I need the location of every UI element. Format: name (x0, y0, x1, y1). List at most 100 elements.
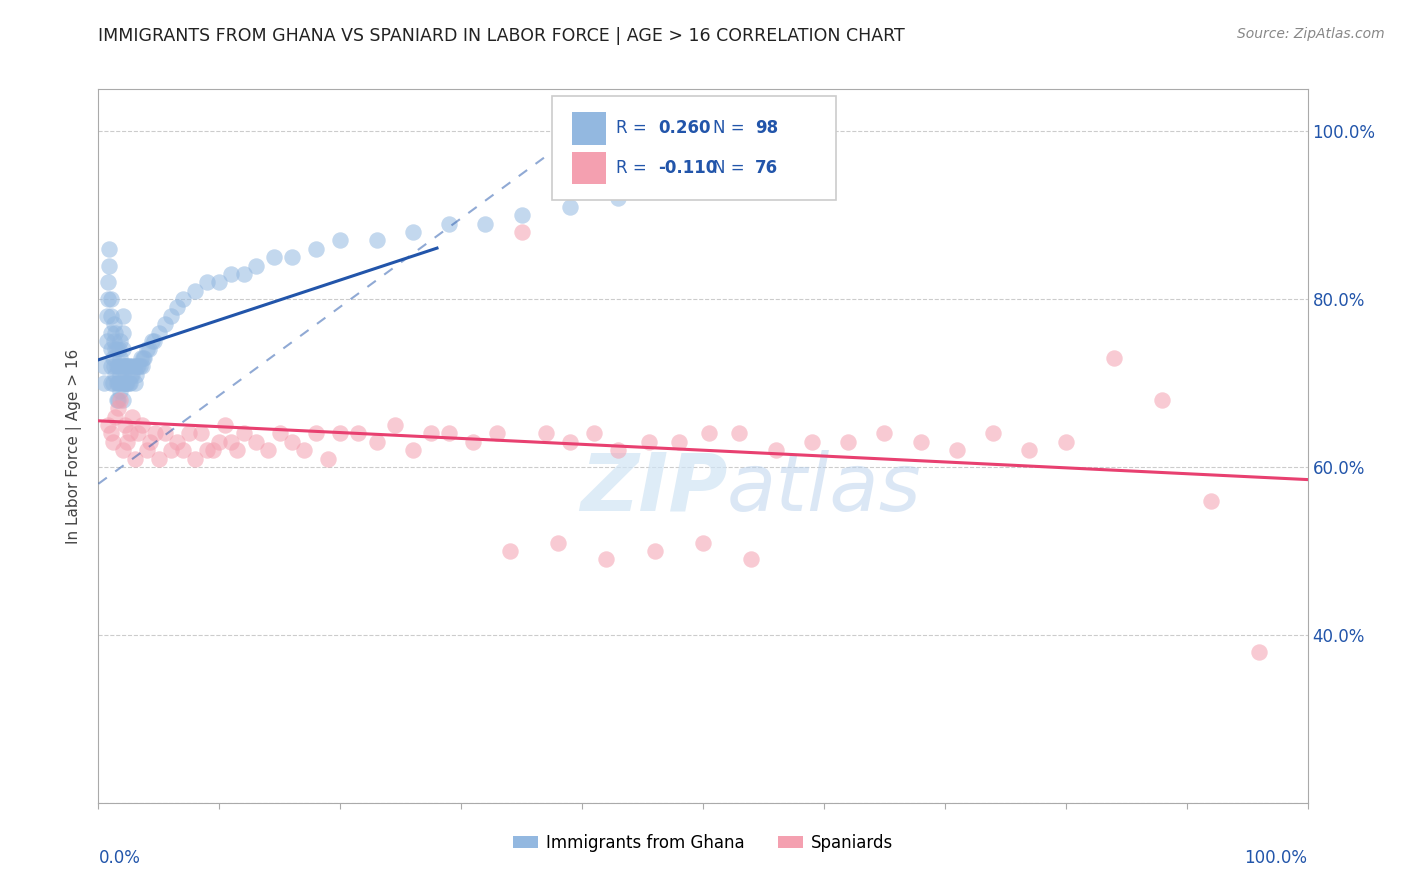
Point (366, 233, 388, 247)
Text: 0.260: 0.260 (658, 120, 711, 137)
Point (221, 267, 243, 281)
Point (100, 326, 122, 340)
Point (208, 275, 231, 289)
Point (100, 359, 122, 374)
Text: 76: 76 (755, 159, 778, 177)
Point (105, 359, 128, 374)
Text: ZIP: ZIP (579, 450, 727, 528)
Point (1199, 493, 1222, 508)
Text: N =: N = (713, 159, 749, 177)
Point (114, 376, 136, 390)
Point (668, 434, 690, 449)
Point (96, 309, 118, 323)
Point (118, 426, 141, 441)
Point (281, 250, 304, 264)
Point (981, 426, 1004, 441)
Point (101, 376, 124, 390)
Point (117, 434, 139, 449)
Point (153, 426, 176, 441)
Point (108, 392, 131, 407)
Legend: Immigrants from Ghana, Spaniards: Immigrants from Ghana, Spaniards (506, 828, 900, 859)
Point (263, 250, 285, 264)
Point (132, 351, 155, 365)
Point (728, 175, 751, 189)
Point (179, 426, 201, 441)
FancyBboxPatch shape (551, 96, 837, 200)
Point (120, 368, 142, 382)
Point (668, 183, 690, 197)
Point (184, 451, 207, 466)
Point (127, 359, 149, 374)
Point (256, 443, 278, 458)
Point (111, 443, 134, 458)
Point (100, 343, 122, 357)
Point (112, 376, 135, 390)
Point (329, 233, 352, 247)
Point (97, 275, 120, 289)
Point (498, 544, 520, 558)
Point (124, 376, 146, 390)
Point (292, 443, 315, 458)
Point (800, 434, 823, 449)
Point (104, 409, 127, 424)
Point (740, 552, 762, 566)
Point (118, 359, 141, 374)
Point (148, 451, 170, 466)
Point (103, 359, 125, 374)
Point (111, 343, 134, 357)
Point (143, 334, 166, 348)
Point (100, 292, 122, 306)
Point (97, 292, 120, 306)
Point (172, 443, 194, 458)
Point (108, 351, 131, 365)
Point (100, 376, 122, 390)
Point (437, 426, 460, 441)
Text: R =: R = (616, 120, 652, 137)
Point (141, 334, 163, 348)
Point (108, 334, 131, 348)
Point (111, 309, 134, 323)
Point (108, 384, 131, 399)
Point (135, 343, 157, 357)
Point (329, 426, 352, 441)
Point (692, 535, 714, 549)
Point (97, 417, 120, 432)
Point (134, 351, 156, 365)
Point (305, 242, 328, 256)
Point (153, 318, 176, 332)
Point (114, 359, 136, 374)
Text: atlas: atlas (727, 450, 922, 528)
Point (510, 208, 533, 222)
Point (420, 426, 443, 441)
Point (121, 409, 143, 424)
Point (104, 368, 127, 382)
Point (108, 359, 131, 374)
Point (122, 359, 145, 374)
Point (595, 552, 617, 566)
Point (148, 326, 170, 340)
Point (101, 434, 124, 449)
Point (100, 426, 122, 441)
Point (402, 225, 425, 239)
Point (138, 343, 160, 357)
Point (873, 426, 896, 441)
Point (195, 443, 218, 458)
Point (127, 359, 149, 374)
Point (697, 426, 720, 441)
Point (96, 334, 118, 348)
Point (139, 434, 162, 449)
Point (107, 376, 129, 390)
Point (510, 225, 533, 239)
Point (172, 292, 194, 306)
Point (208, 434, 231, 449)
Point (115, 376, 138, 390)
Point (118, 376, 141, 390)
Point (101, 351, 124, 365)
Point (100, 309, 122, 323)
Point (93, 359, 115, 374)
Point (166, 301, 188, 315)
Point (232, 267, 254, 281)
Point (347, 426, 370, 441)
Text: IMMIGRANTS FROM GHANA VS SPANIARD IN LABOR FORCE | AGE > 16 CORRELATION CHART: IMMIGRANTS FROM GHANA VS SPANIARD IN LAB… (98, 27, 905, 45)
Point (104, 343, 127, 357)
